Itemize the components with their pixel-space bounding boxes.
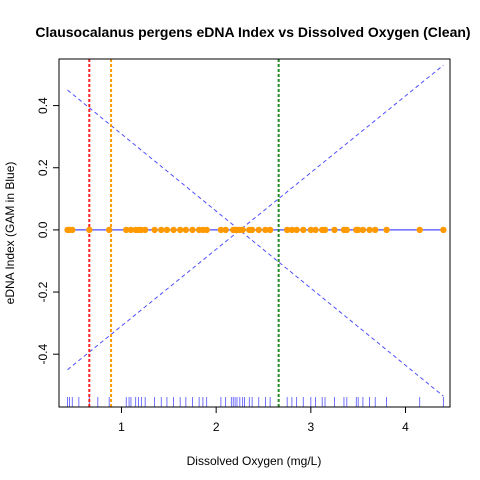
- x-tick-label: 4: [402, 420, 409, 434]
- x-axis-label: Dissolved Oxygen (mg/L): [187, 454, 322, 468]
- data-point: [189, 226, 196, 234]
- data-point: [343, 226, 351, 234]
- data-point: [307, 226, 315, 234]
- data-point: [158, 226, 165, 234]
- data-point: [321, 226, 329, 234]
- y-tick-label: 0.0: [36, 221, 50, 238]
- data-point: [283, 226, 291, 234]
- y-axis-label: eDNA Index (GAM in Blue): [3, 162, 17, 305]
- data-point: [383, 226, 390, 234]
- data-point: [293, 226, 300, 234]
- data-point: [105, 226, 113, 234]
- data-point: [123, 226, 130, 234]
- data-point: [255, 226, 262, 234]
- plot-area: [64, 59, 447, 407]
- data-point: [288, 226, 296, 234]
- y-tick-label: -0.2: [36, 281, 50, 302]
- y-tick-label: 0.4: [36, 97, 50, 114]
- data-point: [176, 226, 184, 234]
- data-point: [86, 226, 93, 234]
- data-point: [312, 226, 319, 234]
- data-point: [440, 226, 447, 234]
- data-point: [239, 226, 246, 234]
- data-point: [248, 226, 256, 234]
- data-point: [69, 226, 76, 234]
- data-point: [217, 226, 225, 234]
- data-point: [266, 226, 274, 234]
- data-point: [416, 226, 423, 234]
- data-point: [151, 226, 158, 234]
- data-point: [163, 226, 171, 234]
- data-point: [372, 226, 379, 234]
- x-tick-label: 3: [307, 420, 314, 434]
- data-point: [366, 226, 373, 234]
- data-point: [127, 226, 135, 234]
- data-point: [203, 226, 210, 234]
- data-point: [300, 226, 307, 234]
- data-point: [331, 226, 338, 234]
- data-point: [359, 226, 367, 234]
- plot-frame: [58, 58, 451, 408]
- x-tick-label: 2: [213, 420, 220, 434]
- data-point: [262, 226, 269, 234]
- data-point: [222, 226, 229, 234]
- data-point: [170, 226, 177, 234]
- confidence-band-lower: [67, 64, 444, 371]
- x-axis: 1 2 3 4: [118, 406, 409, 434]
- y-axis: -0.4 -0.2 0.0 0.2 0.4: [36, 97, 60, 365]
- data-point: [141, 226, 149, 234]
- x-tick-label: 1: [118, 420, 125, 434]
- confidence-band-upper: [67, 89, 444, 397]
- y-tick-label: -0.4: [36, 344, 50, 365]
- data-point: [354, 226, 362, 234]
- chart-title: Clausocalanus pergens eDNA Index vs Diss…: [35, 24, 470, 40]
- y-tick-label: 0.2: [36, 159, 50, 176]
- data-point: [182, 226, 190, 234]
